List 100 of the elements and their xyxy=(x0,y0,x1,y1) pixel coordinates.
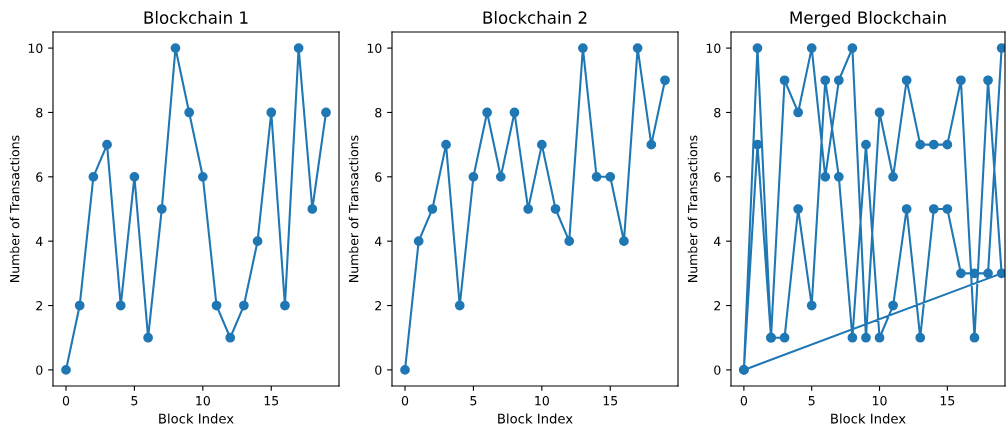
y-tick-label: 6 xyxy=(36,172,43,182)
point xyxy=(820,171,831,182)
point xyxy=(293,43,304,53)
x-tick-label: 15 xyxy=(940,396,955,406)
point xyxy=(307,204,318,214)
point xyxy=(969,268,980,279)
point xyxy=(942,139,953,150)
point xyxy=(874,107,885,118)
x-tick-label: 5 xyxy=(470,396,477,406)
point xyxy=(61,365,71,375)
y-tick-label: 4 xyxy=(35,236,43,246)
point xyxy=(956,268,966,279)
point xyxy=(942,204,953,214)
point xyxy=(591,171,602,182)
point xyxy=(996,43,1005,53)
chart-title: Blockchain 2 xyxy=(483,11,587,24)
point xyxy=(482,107,492,118)
point xyxy=(495,171,506,182)
y-tick-label: 0 xyxy=(375,365,382,375)
point xyxy=(197,171,208,182)
point xyxy=(888,171,898,182)
y-tick-label: 4 xyxy=(713,236,721,246)
point xyxy=(400,365,410,375)
point xyxy=(874,332,885,343)
point xyxy=(578,43,588,53)
point xyxy=(888,300,898,311)
x-tick-label: 0 xyxy=(62,395,70,406)
point xyxy=(564,236,575,247)
point xyxy=(847,43,858,53)
point xyxy=(225,332,236,343)
point xyxy=(806,300,817,311)
x-tick-label: 10 xyxy=(872,395,887,406)
point xyxy=(156,204,167,214)
point xyxy=(170,43,181,53)
y-tick-label: 6 xyxy=(375,172,382,182)
point xyxy=(901,204,912,214)
y-tick-label: 4 xyxy=(374,236,382,246)
x-tick-label: 0 xyxy=(401,395,409,406)
point xyxy=(956,75,966,86)
point xyxy=(646,139,657,150)
point xyxy=(833,75,844,86)
y-tick-label: 2 xyxy=(36,301,43,311)
point xyxy=(861,332,871,343)
y-axis-title: Number of Transactions xyxy=(687,135,698,282)
point xyxy=(928,204,939,214)
point xyxy=(211,300,222,311)
y-tick-label: 0 xyxy=(36,365,43,375)
y-tick-label: 2 xyxy=(375,301,382,311)
point xyxy=(454,300,465,311)
y-axis-title: Number of Transactions xyxy=(9,135,20,282)
x-tick-label: 15 xyxy=(603,396,618,406)
point xyxy=(252,236,263,247)
point xyxy=(74,300,85,311)
point xyxy=(619,236,629,247)
x-tick-label: 5 xyxy=(131,396,138,406)
y-tick-label: 10 xyxy=(28,43,43,54)
x-tick-label: 0 xyxy=(740,395,748,406)
point xyxy=(143,332,153,343)
point xyxy=(427,204,438,214)
point xyxy=(441,139,451,150)
point xyxy=(239,300,249,311)
point xyxy=(115,300,126,311)
point xyxy=(901,75,912,86)
x-axis-title: Block Index xyxy=(831,413,906,424)
point xyxy=(779,75,790,86)
point xyxy=(861,139,871,150)
x-tick-label: 15 xyxy=(264,396,279,406)
y-tick-label: 0 xyxy=(714,365,721,375)
point xyxy=(983,75,993,86)
point xyxy=(969,332,980,343)
x-tick-label: 10 xyxy=(196,395,210,406)
point xyxy=(266,107,277,118)
point xyxy=(996,268,1005,279)
point xyxy=(793,204,804,214)
point xyxy=(806,43,817,53)
point xyxy=(632,43,643,53)
y-tick-label: 8 xyxy=(714,107,721,118)
point xyxy=(184,107,195,118)
y-tick-label: 6 xyxy=(714,172,721,182)
x-axis-title: Block Index xyxy=(498,413,573,424)
y-tick-label: 10 xyxy=(706,43,721,54)
point xyxy=(509,107,520,118)
y-tick-label: 8 xyxy=(375,107,382,118)
point xyxy=(605,171,616,182)
point xyxy=(536,139,547,150)
point xyxy=(779,332,790,343)
point xyxy=(983,268,993,279)
point xyxy=(793,107,804,118)
point xyxy=(321,107,331,118)
chart-title: Merged Blockchain xyxy=(790,11,946,28)
y-axis-title: Number of Transactions xyxy=(348,135,359,282)
point xyxy=(468,171,479,182)
chart-title: Blockchain 1 xyxy=(144,11,248,24)
point xyxy=(88,171,99,182)
point xyxy=(915,139,926,150)
point xyxy=(928,139,939,150)
point xyxy=(847,332,858,343)
point xyxy=(820,75,831,86)
x-tick-label: 10 xyxy=(535,395,549,406)
x-tick-label: 5 xyxy=(808,396,815,406)
